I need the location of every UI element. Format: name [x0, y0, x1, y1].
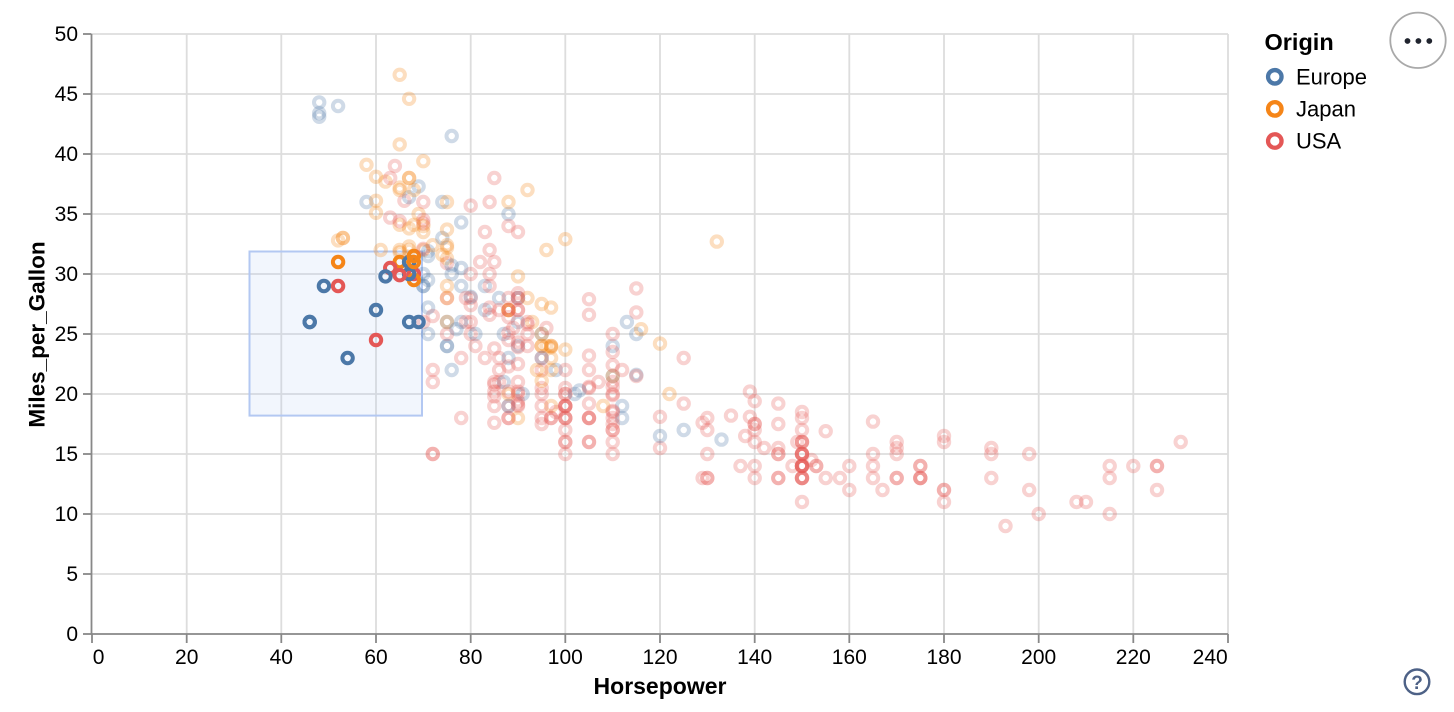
svg-text:200: 200 — [1021, 646, 1056, 669]
svg-text:20: 20 — [55, 383, 78, 406]
svg-text:Horsepower: Horsepower — [594, 673, 727, 699]
svg-text:USA: USA — [1296, 129, 1342, 154]
svg-text:5: 5 — [66, 563, 78, 586]
svg-text:45: 45 — [55, 83, 78, 106]
svg-text:0: 0 — [66, 623, 78, 646]
svg-text:0: 0 — [93, 646, 105, 669]
svg-text:10: 10 — [55, 503, 78, 526]
svg-text:Japan: Japan — [1296, 96, 1356, 121]
svg-text:30: 30 — [55, 263, 78, 286]
svg-text:80: 80 — [459, 646, 482, 669]
svg-text:180: 180 — [926, 646, 961, 669]
svg-text:220: 220 — [1116, 646, 1151, 669]
svg-text:100: 100 — [548, 646, 583, 669]
svg-text:50: 50 — [55, 23, 78, 46]
svg-text:160: 160 — [832, 646, 867, 669]
svg-text:25: 25 — [55, 323, 78, 346]
svg-text:Origin: Origin — [1265, 29, 1334, 55]
svg-text:15: 15 — [55, 443, 78, 466]
svg-text:240: 240 — [1193, 646, 1228, 669]
svg-text:Europe: Europe — [1296, 64, 1367, 89]
svg-text:?: ? — [1411, 673, 1423, 694]
svg-text:Miles_per_Gallon: Miles_per_Gallon — [25, 241, 50, 427]
svg-text:35: 35 — [55, 203, 78, 226]
svg-text:120: 120 — [642, 646, 677, 669]
svg-text:20: 20 — [175, 646, 198, 669]
svg-text:140: 140 — [737, 646, 772, 669]
svg-text:40: 40 — [55, 143, 78, 166]
svg-text:60: 60 — [364, 646, 387, 669]
svg-text:40: 40 — [270, 646, 293, 669]
